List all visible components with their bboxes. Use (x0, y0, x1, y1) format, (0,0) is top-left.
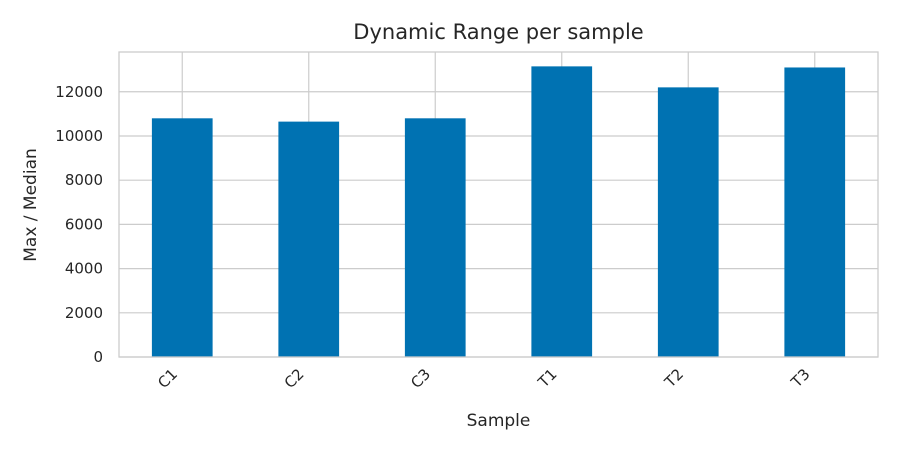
bar-t3 (784, 67, 846, 358)
x-tick-label: C3 (407, 365, 434, 392)
bar-t2 (657, 87, 719, 358)
bar-c3 (404, 118, 466, 357)
bar-t1 (531, 66, 593, 358)
y-tick-label: 8000 (65, 171, 103, 189)
x-tick-label: T1 (534, 365, 561, 392)
chart-title: Dynamic Range per sample (353, 20, 643, 44)
plot-frame (118, 51, 879, 358)
bar-c2 (278, 121, 340, 357)
y-tick-labels: 0 2000 4000 6000 8000 10000 12000 (55, 83, 103, 366)
x-axis-label: Sample (467, 411, 531, 431)
y-tick-label: 2000 (65, 304, 103, 322)
y-tick-label: 10000 (55, 127, 103, 145)
y-axis-label: Max / Median (21, 148, 41, 262)
x-tick-labels: C1 C2 C3 T1 T2 T3 (154, 365, 813, 392)
y-tick-label: 12000 (55, 83, 103, 101)
y-tick-label: 4000 (65, 260, 103, 278)
grid-lines (119, 52, 878, 358)
y-tick-label: 0 (93, 348, 103, 366)
x-tick-label: T3 (787, 365, 814, 392)
bars (151, 66, 846, 358)
x-tick-label: T2 (660, 365, 687, 392)
x-tick-label: C2 (281, 365, 308, 392)
y-tick-label: 6000 (65, 215, 103, 233)
x-tick-label: C1 (154, 365, 181, 392)
bar-c1 (151, 118, 213, 357)
